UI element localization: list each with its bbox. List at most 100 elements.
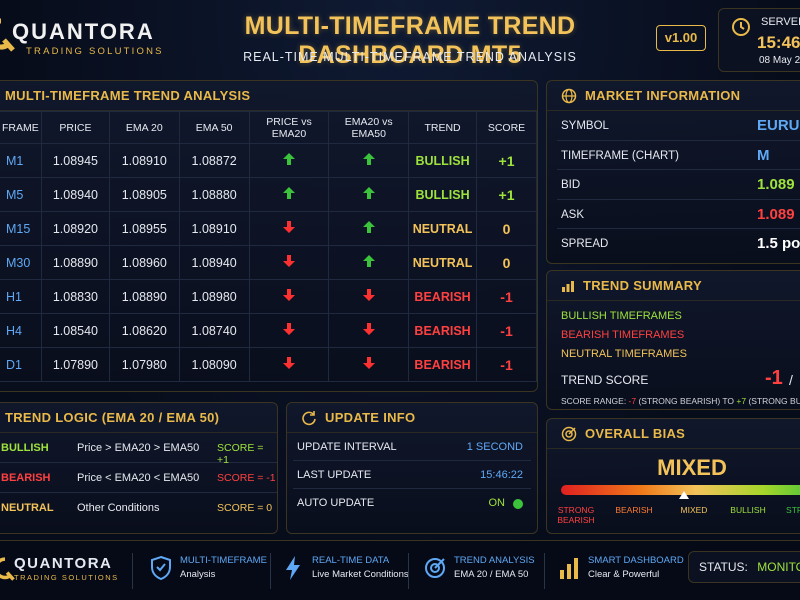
trend-logic-row: BULLISH Price > EMA20 > EMA50 SCORE = +1 [0,433,277,466]
price-cell: 1.07890 [40,347,110,382]
footer-item-desc: Analysis [180,569,216,580]
score-range-max-text: (STRONG BUL [748,396,800,406]
score-cell: 0 [476,245,537,280]
trend-cell: BEARISH [408,313,478,348]
market-information-title: MARKET INFORMATION [547,81,800,111]
footer-item-trend-analysis: TREND ANALYSIS EMA 20 / EMA 50 [425,555,535,580]
target-icon [561,426,577,441]
footer-item-desc: Live Market Conditions [312,569,409,580]
ema20-vs-ema50-cell [328,177,410,212]
status-box: STATUS: MONITOR [688,551,800,583]
globe-icon [561,88,577,103]
trend-logic-list: BULLISH Price > EMA20 > EMA50 SCORE = +1 BE… [0,433,277,523]
market-information-panel: MARKET INFORMATION SYMBOL EURU TIMEFRAME (… [546,80,800,264]
table-row: M15 1.08920 1.08955 1.08910 NEUTRAL 0 [0,211,537,246]
ema50-cell: 1.08910 [178,211,250,246]
arrow-up-icon [362,187,375,199]
column-header: PRICE [40,111,110,144]
footer-item-smart-dashboard: SMART DASHBOARD Clear & Powerful [560,555,684,580]
price-vs-ema20-cell [248,143,330,178]
page-title: MULTI-TIMEFRAME TREND DASHBOARD MT5 [244,12,576,69]
price-cell: 1.08540 [40,313,110,348]
price-cell: 1.08945 [40,143,110,178]
table-row: H1 1.08830 1.08890 1.08980 BEARISH -1 [0,279,537,314]
score-cell: -1 [476,279,537,314]
auto-update-status-dot-icon [513,499,523,509]
trend-score-separator: / [789,372,793,388]
status-value: MONITOR [757,560,800,574]
price-vs-ema20-cell [248,177,330,212]
column-header: EMA 50 [178,111,250,144]
price-vs-ema20-cell [248,211,330,246]
ema50-cell: 1.08090 [178,347,250,382]
update-info-title: UPDATE INFO [287,403,537,433]
trend-analysis-panel: MULTI-TIMEFRAME TREND ANALYSIS FRAME PRIC… [0,80,538,392]
bar-chart-icon [560,558,578,579]
trend-analysis-title-text: MULTI-TIMEFRAME TREND ANALYSIS [5,88,251,103]
table-row: H4 1.08540 1.08620 1.08740 BEARISH -1 [0,313,537,348]
score-cell: 0 [476,211,537,246]
arrow-down-icon [362,289,375,301]
brand-name: QUANTORA [12,19,155,44]
footer-divider [132,553,133,589]
timeframe-cell: M15 [0,211,42,246]
footer-bar: QUANTORA TRADING SOLUTIONS MULTI-TIMEFRA… [0,540,800,600]
auto-update-row[interactable]: AUTO UPDATE ON [293,489,531,517]
ema50-cell: 1.08740 [178,313,250,348]
footer-divider [544,553,545,589]
column-header: PRICE vs EMA20 [248,111,330,144]
arrow-up-icon [282,153,295,165]
logic-condition: Other Conditions [77,502,160,514]
trend-logic-row: NEUTRAL Other Conditions SCORE = 0 [0,493,277,523]
price-cell: 1.08830 [40,279,110,314]
arrow-down-icon [282,357,295,369]
arrow-down-icon [282,221,295,233]
quantora-logo-icon [0,18,15,52]
server-date: 08 May 2 [759,55,800,66]
market-info-row: ASK 1.089 [557,200,800,229]
bias-scale-label: BULLISH [730,505,766,515]
trend-cell: BEARISH [408,279,478,314]
market-info-key: ASK [561,208,585,221]
ema20-vs-ema50-cell [328,245,410,280]
footer-item-multi-timeframe: MULTI-TIMEFRAME Analysis [151,555,267,581]
ema20-vs-ema50-cell [328,279,410,314]
table-row: M30 1.08890 1.08960 1.08940 NEUTRAL 0 [0,245,537,280]
ema20-cell: 1.07980 [108,347,180,382]
trend-score-label: TREND SCORE [561,373,649,387]
column-header: FRAME [0,111,42,144]
brand-logo: QUANTORA TRADING SOLUTIONS [0,16,166,62]
ema50-cell: 1.08940 [178,245,250,280]
trend-cell: BEARISH [408,347,478,382]
footer-item-title: TREND ANALYSIS [454,555,535,566]
trend-table-header: FRAME PRICE EMA 20 EMA 50 PRICE vs EMA20 EMA2… [0,111,537,144]
trend-score-value: -1 [765,367,783,389]
logic-trend-name: NEUTRAL [1,502,54,514]
logic-condition: Price < EMA20 < EMA50 [77,472,200,484]
bar-chart-icon [562,280,574,292]
bullish-timeframes-label: BULLISH TIMEFRAMES [561,310,682,322]
trend-cell: NEUTRAL [408,245,478,280]
neutral-timeframes-label: NEUTRAL TIMEFRAMES [561,348,687,360]
score-cell: +1 [476,143,537,178]
arrow-up-icon [362,255,375,267]
score-range-max: +7 [736,396,747,406]
market-info-value: EURU [757,117,800,134]
last-update-value: 15:46:22 [480,469,523,481]
timeframe-cell: M5 [0,177,42,212]
bias-scale-label: STR BUL [786,505,800,515]
column-header: SCORE [476,111,537,144]
footer-divider [408,553,409,589]
update-info-panel: UPDATE INFO UPDATE INTERVAL 1 SECOND LAS… [286,402,538,534]
last-update-row: LAST UPDATE 15:46:22 [293,461,531,489]
overall-bias-title-text: OVERALL BIAS [585,426,686,441]
shield-check-icon [151,555,171,581]
page-subtitle: REAL-TIME MULTI-TIMEFRAME TREND ANALYSIS [243,50,577,64]
overall-bias-title: OVERALL BIAS [547,419,800,449]
market-info-value: 1.5 po [757,235,800,252]
refresh-icon [302,410,316,425]
ema50-cell: 1.08872 [178,143,250,178]
trend-logic-title: TREND LOGIC (EMA 20 / EMA 50) [0,403,277,433]
price-vs-ema20-cell [248,245,330,280]
logic-trend-name: BULLISH [1,442,49,454]
